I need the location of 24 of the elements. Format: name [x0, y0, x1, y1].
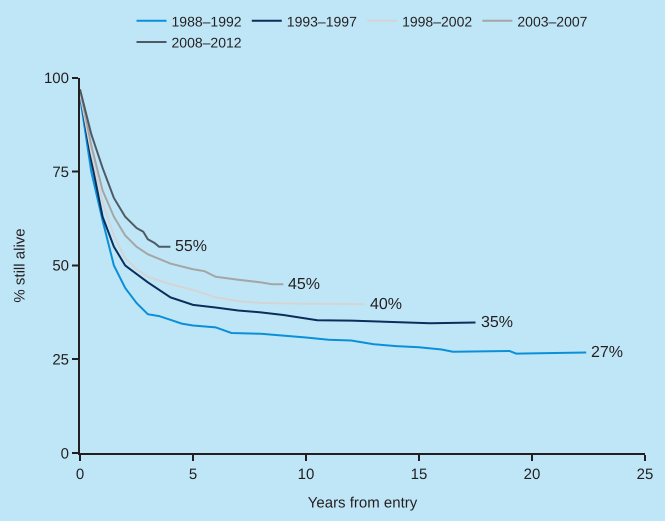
x-tick-label: 25 [636, 466, 654, 483]
x-tick-label: 20 [524, 466, 540, 483]
y-tick-label: 25 [52, 351, 69, 368]
x-tick-label: 5 [188, 466, 198, 483]
y-axis-title: % still alive [12, 228, 29, 303]
legend-label: 1998–2002 [402, 13, 472, 30]
line-series [80, 88, 172, 248]
y-tick-label: 0 [60, 445, 69, 462]
annotation: 35% [481, 314, 514, 331]
legend-label: 2008–2012 [172, 34, 242, 50]
x-tick-label: 10 [298, 466, 314, 483]
annotation: 40% [370, 296, 402, 313]
x-tick-label: 15 [410, 466, 428, 483]
y-tick-label: 75 [52, 164, 69, 181]
y-tick-label: 100 [44, 70, 69, 88]
legend-label: 2003–2007 [517, 13, 588, 30]
annotation: 55% [175, 238, 208, 255]
x-axis-title: Years from entry [308, 494, 418, 512]
y-tick-label: 50 [52, 258, 69, 275]
legend-label: 1993–1997 [286, 13, 358, 30]
annotation: 27% [591, 344, 624, 361]
annotation: 45% [288, 276, 320, 293]
legend-label: 1988–1992 [172, 13, 242, 30]
x-tick-label: 0 [76, 466, 84, 483]
